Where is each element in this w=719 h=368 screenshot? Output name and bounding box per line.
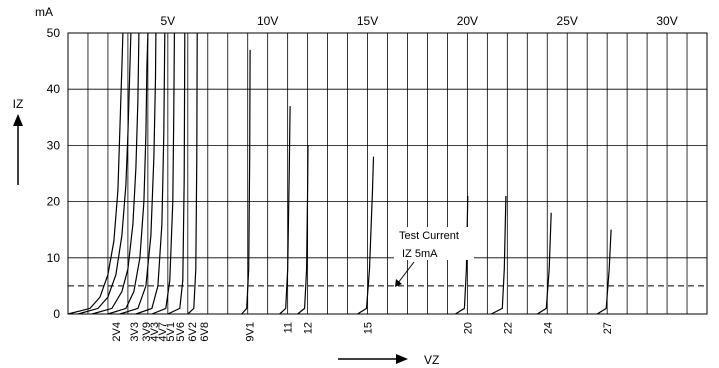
x-bottom-label: 12 bbox=[303, 322, 315, 334]
curve-4v3 bbox=[107, 32, 149, 315]
x-top-tick-label: 30V bbox=[656, 14, 677, 28]
x-bottom-label: 4V7 bbox=[157, 322, 169, 342]
curve-3v9 bbox=[91, 32, 140, 315]
curve-22 bbox=[491, 195, 507, 315]
x-bottom-label: 15 bbox=[363, 322, 375, 334]
x-bottom-label: 11 bbox=[283, 322, 295, 333]
y-axis-label: IZ bbox=[13, 97, 24, 111]
y-tick-label: 0 bbox=[53, 307, 60, 321]
x-axis-label: VZ bbox=[424, 353, 439, 367]
curve-27 bbox=[596, 229, 612, 315]
curve-3v3 bbox=[77, 32, 132, 315]
x-top-tick-label: 15V bbox=[357, 14, 378, 28]
curves bbox=[67, 32, 612, 315]
curve-11 bbox=[279, 106, 291, 315]
x-bottom-label: 3V9 bbox=[141, 322, 153, 342]
x-bottom-label: 5V6 bbox=[175, 322, 187, 342]
curve-5v1 bbox=[135, 32, 166, 315]
x-bottom-label: 22 bbox=[502, 322, 514, 334]
x-axis-arrow bbox=[338, 354, 408, 364]
x-top-tick-label: 10V bbox=[257, 14, 278, 28]
y-tick-label: 30 bbox=[47, 138, 61, 152]
curve-15 bbox=[357, 156, 375, 315]
curve-6v2 bbox=[167, 32, 186, 315]
curve-4v7 bbox=[119, 32, 157, 315]
x-bottom-label: 2V4 bbox=[111, 322, 123, 342]
x-bottom-label: 4V3 bbox=[149, 322, 161, 342]
x-top-tick-label: 25V bbox=[557, 14, 578, 28]
y-axis-arrow bbox=[13, 114, 23, 185]
x-bottom-label: 6V2 bbox=[187, 322, 199, 342]
curve-24 bbox=[536, 212, 552, 315]
curve-12 bbox=[297, 145, 309, 315]
grid bbox=[68, 33, 707, 314]
curve-5v6 bbox=[151, 32, 175, 315]
plot-border bbox=[67, 32, 708, 315]
test-current-label-line2: IZ 5mA bbox=[402, 248, 438, 260]
x-bottom-label: 20 bbox=[462, 322, 474, 334]
x-bottom-label: 6V8 bbox=[199, 322, 211, 342]
y-tick-label: 20 bbox=[47, 195, 61, 209]
y-tick-label: 50 bbox=[47, 26, 61, 40]
x-bottom-label: 9V1 bbox=[245, 322, 257, 342]
plot-frame bbox=[67, 32, 708, 315]
x-bottom-label: 24 bbox=[542, 322, 554, 334]
y-tick-label: 10 bbox=[47, 251, 61, 265]
x-bottom-label: 3V3 bbox=[129, 322, 141, 342]
x-top-tick-label: 20V bbox=[457, 14, 478, 28]
test-current-label-line1: Test Current bbox=[399, 230, 459, 242]
y-unit-label: mA bbox=[35, 5, 53, 19]
y-tick-labels: 0 10 20 30 40 50 bbox=[47, 26, 61, 321]
test-current-annotation: Test Current IZ 5mA bbox=[394, 227, 474, 287]
x-top-tick-label: 5V bbox=[161, 14, 176, 28]
curve-6v8 bbox=[187, 32, 198, 315]
x-bottom-label: 5V1 bbox=[165, 322, 177, 342]
curve-2v4 bbox=[67, 32, 124, 315]
curve-9v1 bbox=[241, 49, 251, 315]
x-top-tick-labels: 5V 10V 15V 20V 25V 30V bbox=[161, 14, 678, 28]
x-bottom-label: 27 bbox=[602, 322, 614, 334]
y-tick-label: 40 bbox=[47, 82, 61, 96]
